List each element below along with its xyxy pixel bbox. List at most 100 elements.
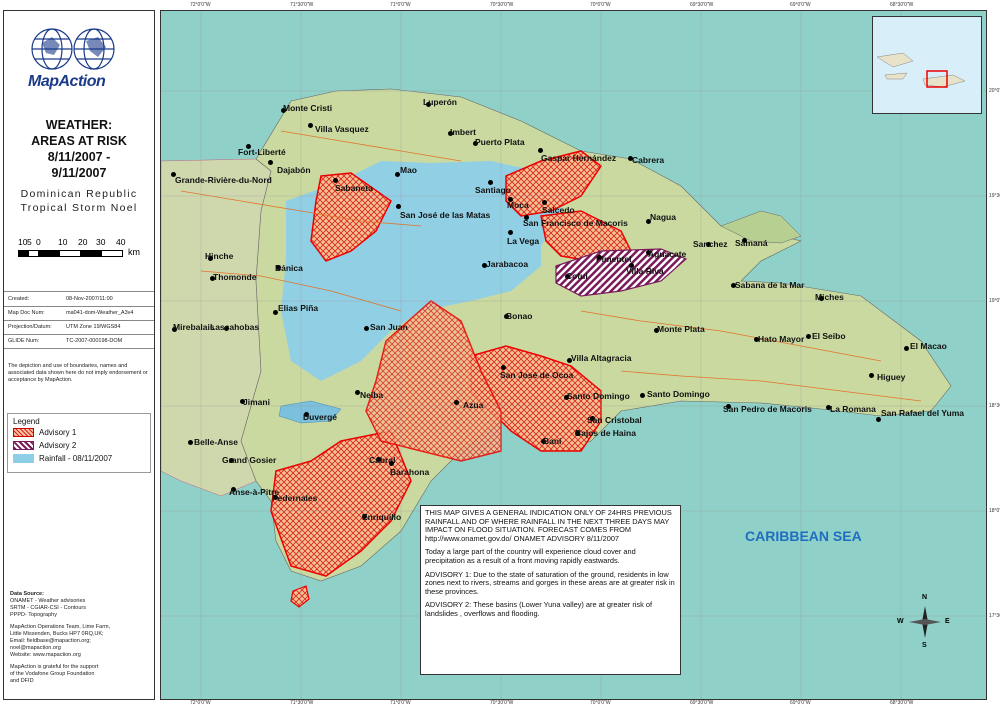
advisory1-islet: [290, 585, 310, 608]
city-label: Miches: [815, 292, 844, 302]
city-marker: [246, 144, 251, 149]
tick-side-3: 18°30'0"N: [989, 403, 1000, 409]
city-marker: [229, 458, 234, 463]
scale-bar: 10 5 0 10 20 30 40 km: [18, 237, 140, 257]
city-label: Monte Cristi: [283, 103, 333, 113]
city-label: Aguacate: [648, 249, 687, 259]
city-marker: [726, 404, 731, 409]
city-marker: [224, 326, 229, 331]
city-label: Gaspar Hernández: [541, 153, 617, 163]
graticule: [161, 11, 986, 699]
map-subtitle: Dominican Republic Tropical Storm Noel: [20, 188, 138, 214]
city-marker: [208, 256, 213, 261]
city-label: San José de Ocoa: [500, 370, 574, 380]
tick-side-2: 19°0'0"N: [989, 298, 1000, 304]
city-marker: [389, 461, 394, 466]
city-label: La Romana: [830, 404, 876, 414]
scale-unit: km: [128, 247, 140, 257]
city-label: San Juan: [370, 322, 408, 332]
city-marker: [362, 514, 367, 519]
city-label: Santo Domingo: [647, 389, 710, 399]
advisory1-southwest: [270, 430, 412, 577]
city-label: Mirebalais: [173, 322, 215, 332]
city-marker: [210, 276, 215, 281]
advisory-intro: THIS MAP GIVES A GENERAL INDICATION ONLY…: [425, 508, 672, 543]
city-marker: [590, 416, 595, 421]
city-label: Salcedo: [542, 205, 575, 215]
city-label: San Cristobal: [587, 415, 642, 425]
inset-map: [872, 16, 982, 114]
city-label: Bánica: [275, 263, 303, 273]
city-label: Villa Vasquez: [315, 124, 369, 134]
city-label: Higuey: [877, 372, 906, 382]
tick-bottom-6: 69°0'0"W: [790, 700, 811, 706]
city-marker: [819, 296, 824, 301]
city-marker: [754, 337, 759, 342]
city-label: Puerto Plata: [475, 137, 525, 147]
city-label: Bajos de Haina: [575, 428, 636, 438]
city-marker: [706, 242, 711, 247]
advisory2-yuna: [555, 248, 688, 297]
city-label: Grand Gosier: [222, 455, 277, 465]
city-label: Villa Altagracia: [571, 353, 632, 363]
tick-bottom-3: 70°30'0"W: [490, 700, 514, 706]
city-label: Hinche: [205, 251, 234, 261]
tick-top-4: 70°0'0"W: [590, 2, 611, 8]
city-marker: [629, 263, 634, 268]
city-label: Jimani: [243, 397, 270, 407]
city-marker: [508, 230, 513, 235]
tick-side-1: 19°30'0"N: [989, 193, 1000, 199]
city-label: Dajabón: [277, 165, 311, 175]
city-marker: [654, 328, 659, 333]
city-label: Grande-Rivière-du-Nord: [175, 175, 272, 185]
city-marker: [273, 495, 278, 500]
city-marker: [376, 457, 381, 462]
city-label: Samaná: [735, 238, 768, 248]
city-label: Pedernales: [272, 493, 318, 503]
city-marker: [355, 390, 360, 395]
tick-bottom-1: 71°30'0"W: [290, 700, 314, 706]
tick-top-3: 70°30'0"W: [490, 2, 514, 8]
city-marker: [564, 395, 569, 400]
tick-bottom-4: 70°0'0"W: [590, 700, 611, 706]
city-marker: [542, 200, 547, 205]
city-marker: [575, 431, 580, 436]
compass-icon: [909, 606, 941, 638]
city-label: Monte Plata: [657, 324, 705, 334]
logo-text: MapAction: [28, 73, 106, 90]
legend-title: Legend: [13, 417, 40, 426]
city-label: Pimentel: [596, 254, 632, 264]
city-label: Jarabacoa: [486, 259, 529, 269]
lake-enriquillo: [278, 400, 342, 424]
city-marker: [628, 156, 633, 161]
map-canvas: [161, 11, 986, 699]
city-marker: [508, 197, 513, 202]
city-label: Nagua: [650, 212, 676, 222]
city-label: Imbert: [450, 127, 476, 137]
mapaction-logo: [22, 25, 142, 95]
city-label: San Francisco de Macoris: [523, 218, 628, 228]
city-label: Hato Mayor: [758, 334, 805, 344]
data-source: Data Source: ONAMET - Weather advisories…: [10, 591, 111, 684]
map-sidebar: MapAction WEATHER: AREAS AT RISK 8/11/20…: [3, 10, 155, 700]
city-label: Enriquillo: [362, 512, 402, 522]
city-marker: [640, 393, 645, 398]
city-label: San Pedro de Macoris: [723, 404, 812, 414]
city-marker: [276, 265, 281, 270]
advisory-para2: ADVISORY 1: Due to the state of saturati…: [425, 569, 675, 596]
city-marker: [473, 141, 478, 146]
city-marker: [426, 102, 431, 107]
city-marker: [308, 123, 313, 128]
city-marker: [281, 108, 286, 113]
tick-side-0: 20°0'0"N: [989, 88, 1000, 94]
city-marker: [396, 204, 401, 209]
city-label: Baní: [543, 436, 562, 446]
city-label: Sabana de la Mar: [735, 280, 805, 290]
city-label: Santiago: [475, 185, 511, 195]
tick-bottom-5: 69°30'0"W: [690, 700, 714, 706]
tick-side-5: 17°30'0"N: [989, 613, 1000, 619]
city-label: Cabral: [369, 455, 396, 465]
legend: Legend Advisory 1 Advisory 2 Rainfall - …: [7, 413, 151, 473]
city-marker: [731, 283, 736, 288]
tick-bottom-2: 71°0'0"W: [390, 700, 411, 706]
